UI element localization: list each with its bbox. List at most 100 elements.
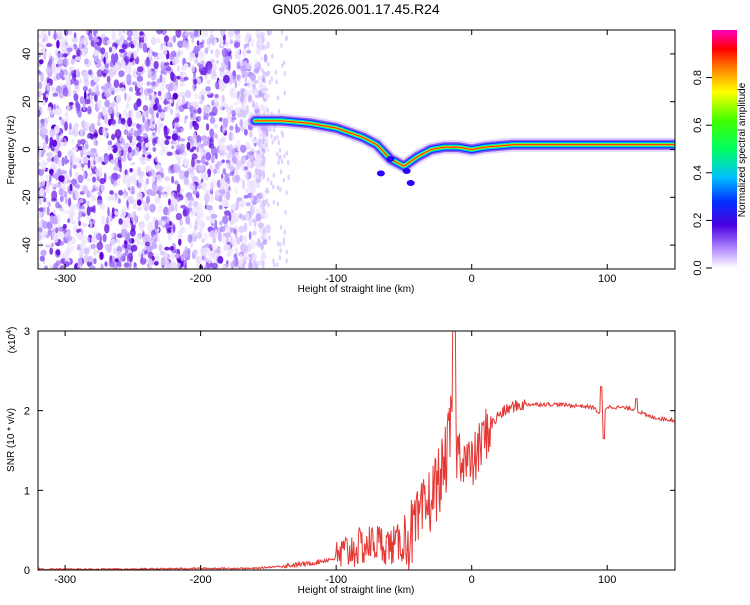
noise-blob xyxy=(226,106,232,115)
noise-blob xyxy=(82,85,88,92)
noise-blob xyxy=(209,116,216,124)
noise-blob xyxy=(242,106,247,111)
noise-blob xyxy=(265,135,269,144)
noise-blob xyxy=(108,46,113,53)
noise-blob xyxy=(69,168,72,178)
noise-blob xyxy=(90,243,96,249)
noise-blob xyxy=(166,210,170,216)
noise-blob xyxy=(271,139,274,145)
noise-blob xyxy=(156,37,161,44)
noise-blob xyxy=(170,71,175,81)
noise-blob xyxy=(183,76,189,81)
noise-blob xyxy=(117,237,120,245)
noise-blob xyxy=(38,81,43,90)
noise-blob xyxy=(57,52,62,59)
track-blob xyxy=(402,168,411,175)
noise-blob xyxy=(179,219,183,227)
noise-blob xyxy=(221,124,226,134)
noise-blob xyxy=(211,244,218,250)
noise-blob xyxy=(221,235,227,244)
noise-blob xyxy=(106,243,112,253)
noise-blob xyxy=(143,199,147,208)
noise-blob xyxy=(217,105,223,110)
noise-blob xyxy=(96,69,103,78)
noise-blob xyxy=(103,172,107,183)
noise-blob xyxy=(136,75,144,82)
noise-blob xyxy=(42,34,48,42)
noise-blob xyxy=(197,107,202,114)
noise-blob xyxy=(81,120,86,128)
noise-blob xyxy=(43,205,47,214)
noise-blob xyxy=(90,40,95,47)
noise-blob xyxy=(84,143,89,150)
noise-blob xyxy=(126,255,130,263)
noise-blob xyxy=(136,123,141,130)
noise-blob xyxy=(155,252,159,261)
noise-blob xyxy=(174,253,181,259)
noise-blob xyxy=(200,50,204,58)
noise-blob xyxy=(240,108,248,118)
noise-blob xyxy=(99,166,102,177)
noise-blob xyxy=(210,213,218,219)
noise-blob xyxy=(125,221,132,228)
noise-blob xyxy=(67,242,71,247)
noise-blob xyxy=(160,216,168,221)
noise-blob xyxy=(49,168,54,175)
noise-blob xyxy=(206,37,212,46)
noise-blob xyxy=(134,235,140,243)
noise-blob xyxy=(191,230,197,236)
noise-blob xyxy=(131,169,139,177)
noise-blob xyxy=(262,260,265,266)
noise-blob xyxy=(142,105,149,112)
noise-blob xyxy=(155,155,158,163)
noise-blob xyxy=(45,43,53,48)
noise-blob xyxy=(64,49,68,55)
noise-blob xyxy=(38,142,41,147)
noise-blob xyxy=(230,91,238,99)
noise-blob xyxy=(242,155,246,162)
noise-blob xyxy=(64,155,68,165)
noise-blob xyxy=(169,36,173,42)
noise-blob xyxy=(153,94,157,100)
noise-blob xyxy=(79,78,83,83)
noise-blob xyxy=(57,204,63,209)
noise-blob xyxy=(147,88,154,94)
noise-blob xyxy=(285,190,288,196)
noise-blob xyxy=(88,124,96,133)
noise-blob xyxy=(277,140,281,146)
noise-blob xyxy=(182,95,186,105)
noise-blob xyxy=(247,181,253,190)
noise-blob xyxy=(185,196,188,205)
noise-blob xyxy=(126,180,131,190)
noise-blob xyxy=(287,174,290,180)
noise-blob xyxy=(241,163,245,173)
noise-blob xyxy=(96,122,102,127)
noise-blob xyxy=(272,199,275,205)
noise-blob xyxy=(247,94,253,103)
noise-blob xyxy=(87,108,92,114)
noise-blob xyxy=(249,72,256,82)
noise-blob xyxy=(75,156,81,164)
y-tick-label: 1 xyxy=(24,485,30,497)
noise-blob xyxy=(155,174,161,179)
noise-blob xyxy=(53,125,60,134)
noise-blob xyxy=(243,129,248,136)
noise-blob xyxy=(61,52,64,59)
noise-blob xyxy=(179,71,183,79)
noise-blob xyxy=(244,212,250,221)
noise-blob xyxy=(160,82,165,93)
noise-blob xyxy=(52,109,58,115)
noise-blob xyxy=(163,92,170,101)
noise-blob xyxy=(73,225,77,230)
noise-blob xyxy=(217,256,224,264)
noise-blob xyxy=(118,146,123,151)
noise-blob xyxy=(164,246,170,251)
noise-blob xyxy=(72,178,76,187)
noise-blob xyxy=(61,47,65,52)
noise-blob xyxy=(234,41,241,48)
noise-blob xyxy=(45,174,49,181)
noise-blob xyxy=(168,254,175,261)
noise-blob xyxy=(159,74,163,83)
noise-blob xyxy=(168,42,173,48)
